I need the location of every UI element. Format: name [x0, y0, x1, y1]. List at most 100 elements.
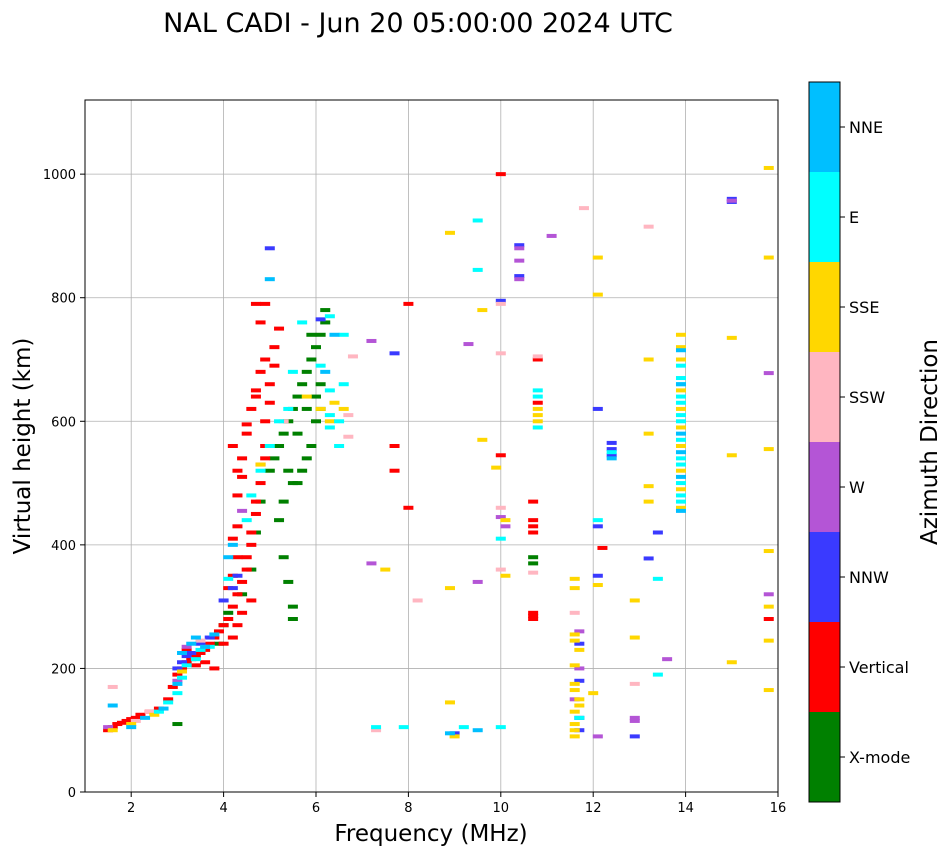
data-point	[606, 456, 617, 461]
data-point	[218, 623, 229, 628]
data-point	[569, 586, 580, 591]
data-point	[292, 481, 303, 486]
data-point	[574, 678, 585, 683]
data-point	[643, 484, 654, 489]
data-point	[532, 357, 543, 362]
data-point	[338, 382, 349, 387]
data-point	[528, 561, 539, 566]
data-point	[592, 573, 603, 578]
data-point	[500, 518, 511, 523]
data-point	[167, 684, 178, 689]
data-point	[213, 629, 224, 634]
data-point	[569, 734, 580, 739]
data-point	[278, 431, 289, 436]
y-tick-label: 200	[51, 662, 76, 677]
data-point	[195, 638, 206, 643]
data-point	[260, 419, 271, 424]
data-point	[675, 474, 686, 479]
data-point	[763, 592, 774, 597]
data-point	[675, 431, 686, 436]
data-point	[103, 725, 114, 730]
data-point	[629, 715, 640, 720]
data-point	[315, 363, 326, 368]
data-point	[287, 617, 298, 621]
data-point	[241, 567, 252, 572]
data-point	[606, 440, 617, 445]
data-point	[172, 678, 183, 683]
data-point	[592, 524, 603, 529]
data-point	[629, 734, 640, 739]
data-point	[477, 437, 488, 442]
data-point	[532, 425, 543, 430]
colorbar-segment	[809, 172, 840, 262]
data-point	[241, 518, 252, 523]
data-point	[250, 511, 261, 516]
data-points	[103, 165, 774, 739]
data-point	[675, 425, 686, 430]
data-point	[629, 718, 640, 723]
data-point	[592, 518, 603, 523]
data-point	[643, 431, 654, 436]
data-point	[546, 233, 557, 238]
data-point	[246, 542, 257, 547]
data-point	[255, 468, 266, 473]
data-point	[232, 623, 243, 628]
data-point	[763, 165, 774, 170]
colorbar-segment	[809, 82, 840, 172]
data-point	[763, 447, 774, 452]
data-point	[250, 388, 261, 393]
data-point	[403, 505, 414, 510]
data-point	[237, 610, 248, 615]
data-point	[574, 697, 585, 702]
data-point	[227, 586, 238, 591]
data-point	[163, 700, 174, 705]
data-point	[200, 660, 211, 665]
data-point	[592, 406, 603, 411]
data-point	[227, 542, 238, 547]
data-point	[237, 474, 248, 479]
data-point	[324, 413, 335, 418]
data-point	[227, 536, 238, 541]
data-point	[274, 444, 285, 448]
data-point	[458, 725, 469, 730]
colorbar-category-label: Vertical	[849, 658, 909, 677]
data-point	[532, 388, 543, 393]
data-point	[675, 468, 686, 473]
data-point	[287, 604, 298, 609]
data-point	[500, 573, 511, 578]
data-point	[241, 422, 252, 427]
data-point	[606, 450, 617, 455]
y-tick-label: 400	[51, 539, 76, 554]
data-point	[528, 499, 539, 504]
axis-ticks: 2 4 6 8 10 12 14 16 0 200 400 600 800 1000	[43, 168, 786, 816]
data-point	[495, 536, 506, 541]
data-point	[588, 691, 599, 696]
data-point	[675, 508, 686, 513]
data-point	[232, 468, 243, 473]
data-point	[209, 666, 220, 671]
data-point	[675, 493, 686, 498]
data-point	[495, 298, 506, 303]
data-point	[264, 382, 275, 387]
data-point	[569, 663, 580, 668]
data-point	[130, 718, 141, 723]
data-point	[250, 301, 261, 306]
data-point	[532, 406, 543, 411]
data-point	[283, 579, 294, 584]
data-point	[569, 681, 580, 686]
data-point	[472, 218, 483, 223]
data-point	[278, 555, 289, 560]
data-point	[532, 400, 543, 405]
data-point	[574, 715, 585, 720]
data-point	[463, 342, 474, 347]
data-point	[181, 647, 192, 652]
data-point	[675, 505, 686, 510]
data-point	[181, 644, 192, 649]
data-point	[398, 725, 409, 730]
data-point	[500, 524, 511, 529]
data-point	[495, 172, 506, 177]
colorbar-segment	[809, 532, 840, 622]
data-point	[306, 332, 317, 337]
data-point	[320, 369, 331, 374]
